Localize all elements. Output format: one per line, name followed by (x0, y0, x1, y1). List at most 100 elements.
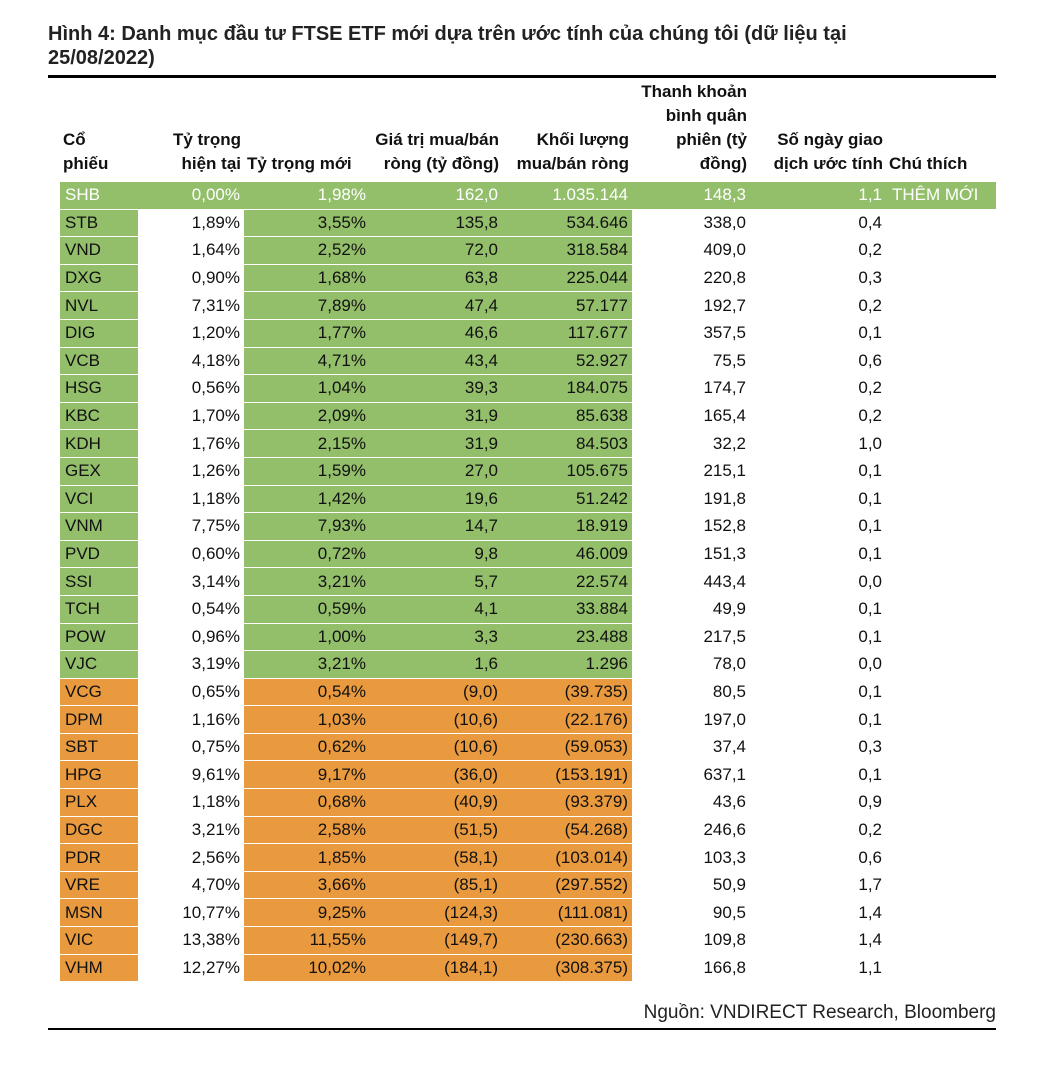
header-current-weight: Tỷ trọng hiện tại (173, 130, 241, 173)
cell-new-weight: 10,02% (244, 954, 370, 983)
cell-liquidity: 109,8 (632, 926, 750, 955)
cell-net-value: 4,1 (370, 595, 502, 624)
cell-new-weight: 1,59% (244, 457, 370, 486)
cell-current-weight: 2,56% (138, 843, 244, 872)
cell-ticker: GEX (60, 457, 138, 486)
table-row: PVD 0,60% 0,72% 9,8 46.009 151,3 0,1 (60, 540, 996, 569)
table-row: HPG 9,61% 9,17% (36,0) (153.191) 637,1 0,1 (60, 760, 996, 790)
cell-ticker: SHB (60, 182, 138, 210)
cell-net-value: (58,1) (370, 843, 502, 872)
cell-current-weight: 0,65% (138, 678, 244, 707)
cell-ticker: DXG (60, 264, 138, 293)
cell-note (886, 540, 996, 569)
cell-ticker: KBC (60, 402, 138, 431)
cell-net-value: 14,7 (370, 512, 502, 541)
cell-new-weight: 2,09% (244, 402, 370, 431)
cell-liquidity: 75,5 (632, 347, 750, 376)
cell-new-weight: 7,89% (244, 291, 370, 320)
cell-days: 0,1 (750, 760, 886, 790)
figure-title: Hình 4: Danh mục đầu tư FTSE ETF mới dựa… (48, 23, 847, 69)
cell-days: 0,1 (750, 678, 886, 707)
cell-liquidity: 103,3 (632, 843, 750, 872)
cell-ticker: DPM (60, 705, 138, 734)
cell-net-value: (9,0) (370, 678, 502, 707)
table-row: SHB 0,00% 1,98% 162,0 1.035.144 148,3 1,1 THÊM … (60, 182, 996, 210)
cell-net-value: 27,0 (370, 457, 502, 486)
header-net-value: Giá trị mua/bán ròng (tỷ đồng) (375, 130, 499, 173)
cell-days: 0,0 (750, 567, 886, 596)
cell-ticker: VCB (60, 347, 138, 376)
cell-new-weight: 1,03% (244, 705, 370, 734)
cell-ticker: NVL (60, 291, 138, 320)
cell-new-weight: 0,72% (244, 540, 370, 569)
cell-note (886, 429, 996, 458)
cell-ticker: KDH (60, 429, 138, 458)
cell-net-value: 19,6 (370, 485, 502, 514)
table-row: KBC 1,70% 2,09% 31,9 85.638 165,4 0,2 (60, 402, 996, 431)
cell-net-value: 3,3 (370, 623, 502, 652)
cell-net-volume: 117.677 (502, 319, 632, 348)
cell-current-weight: 4,70% (138, 871, 244, 900)
table-row: VCI 1,18% 1,42% 19,6 51.242 191,8 0,1 (60, 485, 996, 514)
cell-note (886, 485, 996, 514)
cell-net-value: 5,7 (370, 567, 502, 596)
cell-ticker: PDR (60, 843, 138, 872)
cell-ticker: TCH (60, 595, 138, 624)
cell-new-weight: 2,52% (244, 236, 370, 265)
table-row: DPM 1,16% 1,03% (10,6) (22.176) 197,0 0,1 (60, 705, 996, 734)
cell-net-volume: 534.646 (502, 209, 632, 238)
cell-note: THÊM MỚI (886, 182, 996, 210)
cell-net-volume: (111.081) (502, 898, 632, 928)
cell-net-volume: 18.919 (502, 512, 632, 541)
cell-net-value: (10,6) (370, 705, 502, 734)
table-row: DGC 3,21% 2,58% (51,5) (54.268) 246,6 0,2 (60, 816, 996, 845)
cell-liquidity: 246,6 (632, 816, 750, 845)
cell-net-value: (124,3) (370, 898, 502, 928)
cell-note (886, 457, 996, 486)
cell-note (886, 954, 996, 983)
cell-liquidity: 217,5 (632, 623, 750, 652)
cell-liquidity: 32,2 (632, 429, 750, 458)
cell-liquidity: 152,8 (632, 512, 750, 541)
table-row: VCG 0,65% 0,54% (9,0) (39.735) 80,5 0,1 (60, 678, 996, 707)
cell-current-weight: 12,27% (138, 954, 244, 983)
cell-liquidity: 37,4 (632, 733, 750, 762)
cell-new-weight: 11,55% (244, 926, 370, 955)
cell-net-volume: 46.009 (502, 540, 632, 569)
cell-ticker: VND (60, 236, 138, 265)
cell-liquidity: 148,3 (632, 182, 750, 210)
cell-days: 0,1 (750, 595, 886, 624)
cell-note (886, 788, 996, 817)
cell-note (886, 816, 996, 845)
cell-net-value: 1,6 (370, 650, 502, 679)
cell-days: 0,2 (750, 291, 886, 320)
cell-current-weight: 0,54% (138, 595, 244, 624)
header-days: Số ngày giao dịch ước tính (773, 130, 883, 173)
cell-liquidity: 637,1 (632, 760, 750, 790)
top-rule (48, 75, 996, 78)
cell-days: 1,4 (750, 926, 886, 955)
cell-ticker: DGC (60, 816, 138, 845)
cell-current-weight: 9,61% (138, 760, 244, 790)
cell-note (886, 705, 996, 734)
table-row: TCH 0,54% 0,59% 4,1 33.884 49,9 0,1 (60, 595, 996, 624)
cell-net-volume: 57.177 (502, 291, 632, 320)
cell-new-weight: 2,58% (244, 816, 370, 845)
cell-net-volume: (54.268) (502, 816, 632, 845)
cell-note (886, 733, 996, 762)
cell-ticker: HSG (60, 374, 138, 403)
cell-days: 0,9 (750, 788, 886, 817)
cell-ticker: DIG (60, 319, 138, 348)
table-row: POW 0,96% 1,00% 3,3 23.488 217,5 0,1 (60, 623, 996, 652)
cell-net-volume: (103.014) (502, 843, 632, 872)
table-row: GEX 1,26% 1,59% 27,0 105.675 215,1 0,1 (60, 457, 996, 486)
cell-current-weight: 1,26% (138, 457, 244, 486)
cell-current-weight: 13,38% (138, 926, 244, 955)
cell-ticker: VRE (60, 871, 138, 900)
cell-new-weight: 0,59% (244, 595, 370, 624)
cell-new-weight: 1,77% (244, 319, 370, 348)
cell-net-value: 46,6 (370, 319, 502, 348)
cell-ticker: VIC (60, 926, 138, 955)
table-row: VNM 7,75% 7,93% 14,7 18.919 152,8 0,1 (60, 512, 996, 541)
cell-current-weight: 1,20% (138, 319, 244, 348)
